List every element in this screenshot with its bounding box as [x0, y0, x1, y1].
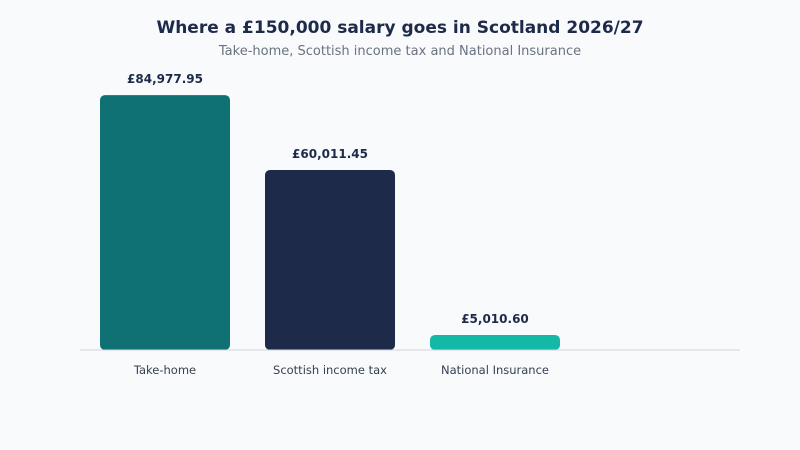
- bars-layer: [100, 95, 560, 350]
- category-label: Scottish income tax: [273, 363, 387, 377]
- bar-national-insurance: [430, 334, 560, 350]
- chart-subtitle: Take-home, Scottish income tax and Natio…: [218, 44, 582, 59]
- bar-value-label: £84,977.95: [127, 72, 203, 86]
- category-label: Take-home: [133, 363, 196, 377]
- category-label: National Insurance: [441, 363, 549, 377]
- bar-value-label: £60,011.45: [292, 147, 368, 161]
- bar-take-home: [100, 95, 230, 350]
- labels-layer: £84,977.95 Take-home £60,011.45 Scottish in…: [127, 72, 549, 377]
- bar-scottish-income-tax: [265, 169, 395, 350]
- bar-value-label: £5,010.60: [461, 312, 529, 326]
- chart-title: Where a £150,000 salary goes in Scotland…: [156, 18, 644, 38]
